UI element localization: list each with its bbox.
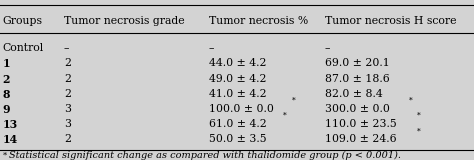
Text: 41.0 ± 4.2: 41.0 ± 4.2 <box>209 89 266 99</box>
Text: *: * <box>2 151 7 159</box>
Text: –: – <box>64 43 70 53</box>
Text: 49.0 ± 4.2: 49.0 ± 4.2 <box>209 74 266 84</box>
Text: 8: 8 <box>2 89 10 100</box>
Text: *: * <box>417 112 421 120</box>
Text: 87.0 ± 18.6: 87.0 ± 18.6 <box>325 74 390 84</box>
Text: 1: 1 <box>2 58 10 69</box>
Text: 2: 2 <box>64 89 71 99</box>
Text: –: – <box>325 43 330 53</box>
Text: Tumor necrosis grade: Tumor necrosis grade <box>64 16 184 26</box>
Text: *: * <box>409 97 412 105</box>
Text: 2: 2 <box>64 74 71 84</box>
Text: 50.0 ± 3.5: 50.0 ± 3.5 <box>209 134 266 144</box>
Text: Groups: Groups <box>2 16 42 26</box>
Text: 110.0 ± 23.5: 110.0 ± 23.5 <box>325 119 396 129</box>
Text: 61.0 ± 4.2: 61.0 ± 4.2 <box>209 119 266 129</box>
Text: Statistical significant change as compared with thalidomide group (p < 0.001).: Statistical significant change as compar… <box>9 151 401 160</box>
Text: *: * <box>292 97 296 105</box>
Text: 2: 2 <box>64 58 71 68</box>
Text: 9: 9 <box>2 104 10 115</box>
Text: 3: 3 <box>64 119 71 129</box>
Text: 13: 13 <box>2 119 18 130</box>
Text: 44.0 ± 4.2: 44.0 ± 4.2 <box>209 58 266 68</box>
Text: 3: 3 <box>64 104 71 114</box>
Text: Tumor necrosis %: Tumor necrosis % <box>209 16 308 26</box>
Text: Control: Control <box>2 43 44 53</box>
Text: 2: 2 <box>2 74 10 85</box>
Text: –: – <box>209 43 214 53</box>
Text: 100.0 ± 0.0: 100.0 ± 0.0 <box>209 104 273 114</box>
Text: *: * <box>283 112 287 120</box>
Text: *: * <box>417 127 421 135</box>
Text: 300.0 ± 0.0: 300.0 ± 0.0 <box>325 104 390 114</box>
Text: 109.0 ± 24.6: 109.0 ± 24.6 <box>325 134 396 144</box>
Text: 69.0 ± 20.1: 69.0 ± 20.1 <box>325 58 390 68</box>
Text: Tumor necrosis H score: Tumor necrosis H score <box>325 16 456 26</box>
Text: 2: 2 <box>64 134 71 144</box>
Text: 82.0 ± 8.4: 82.0 ± 8.4 <box>325 89 383 99</box>
Text: 14: 14 <box>2 134 18 145</box>
